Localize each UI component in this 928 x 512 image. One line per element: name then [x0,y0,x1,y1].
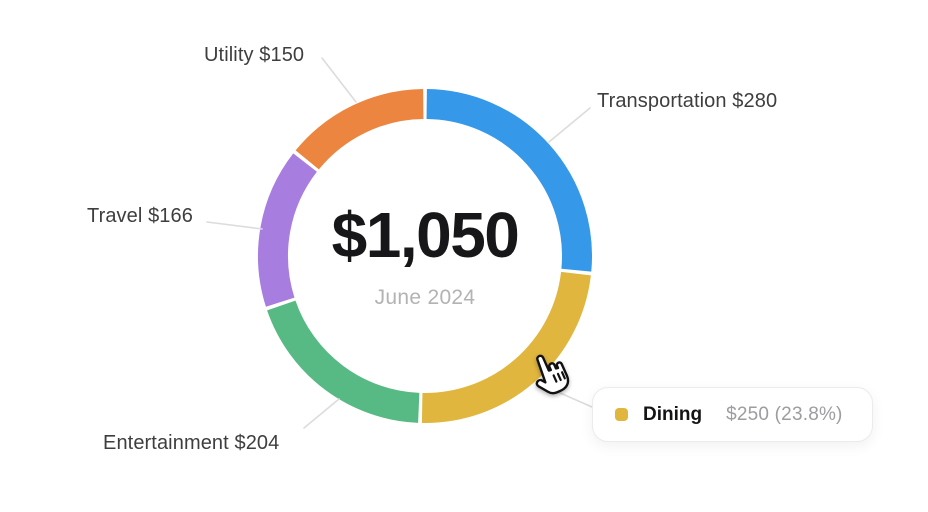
tooltip-category: Dining [643,403,703,425]
tooltip-detail: $250 (23.8%) [726,403,843,425]
dining-tooltip: Dining $250 (23.8%) [592,387,873,442]
callout-transportation: Transportation $280 [597,90,778,112]
donut-segment-transportation[interactable] [426,89,592,272]
donut-segment-dining[interactable] [421,271,591,423]
donut-segment-utility[interactable] [295,89,424,170]
callout-entertainment: Entertainment $204 [103,432,280,454]
donut-chart[interactable] [238,69,612,443]
callout-travel: Travel $166 [87,205,193,227]
callout-utility: Utility $150 [204,44,305,66]
donut-segment-entertainment[interactable] [267,300,420,423]
dining-swatch-icon [615,408,628,421]
donut-segment-travel[interactable] [258,153,318,307]
